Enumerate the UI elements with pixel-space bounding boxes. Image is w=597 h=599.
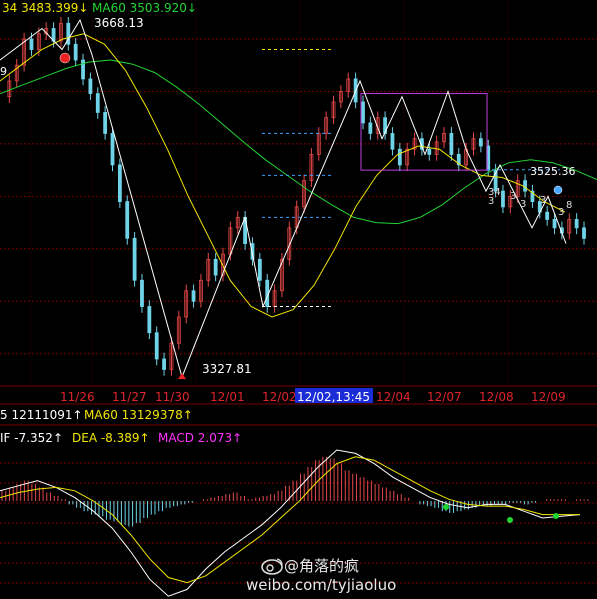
overlap-label: 3 — [540, 195, 546, 206]
candle-body — [126, 202, 129, 239]
macd-legend-macd: MACD 2.073↑ — [158, 431, 242, 445]
candle-body — [546, 212, 549, 219]
date-label: 11/27 — [112, 390, 147, 404]
overlap-label: 3 — [510, 191, 516, 202]
date-label: 12/09 — [531, 390, 566, 404]
date-label: 11/26 — [60, 390, 95, 404]
candle-body — [155, 333, 158, 359]
candle-body — [524, 181, 527, 191]
cross-marker-icon — [553, 513, 559, 519]
date-axis: 11/26 11/27 11/30 12/01 12/02 12/04 12/0… — [60, 388, 566, 404]
macd-legend-dif: IF -7.352↑ — [0, 431, 63, 445]
candle-body — [214, 259, 217, 275]
sell-marker-icon — [60, 53, 70, 63]
candle-body — [501, 191, 504, 207]
candle-body — [479, 139, 482, 146]
candle-body — [361, 102, 364, 123]
macd-legend-dea: DEA -8.389↑ — [72, 431, 150, 445]
candle-body — [118, 165, 121, 202]
watermark-handle: @角落的疯 — [284, 557, 359, 575]
candle-body — [30, 39, 33, 49]
candle-body — [369, 123, 372, 133]
volume-legend-ma60: MA60 13129378↑ — [84, 408, 193, 422]
date-label: 12/08 — [479, 390, 514, 404]
cross-marker-icon — [443, 504, 449, 510]
date-label: 12/01 — [210, 390, 245, 404]
volume-legend-ma5: 5 12111091↑ — [0, 408, 83, 422]
overlap-label: 3 — [520, 199, 526, 210]
watermark-url: weibo.com/tyjiaoluo — [246, 576, 396, 594]
candle-body — [398, 149, 401, 165]
candle-body — [192, 291, 195, 301]
left-partial-label: 9 — [0, 65, 7, 78]
candle-body — [74, 44, 77, 60]
candle-body — [111, 133, 114, 164]
overlap-label: 3 — [558, 207, 564, 218]
candle-body — [148, 307, 151, 333]
buy-marker-icon — [554, 186, 562, 194]
overlap-label: 8 — [566, 200, 572, 211]
candle-body — [140, 280, 143, 306]
candle-body — [428, 149, 431, 154]
candle-body — [104, 112, 107, 133]
candle-body — [89, 79, 92, 94]
candle-body — [553, 219, 556, 227]
candle-body — [450, 133, 453, 154]
date-label: 12/07 — [427, 390, 462, 404]
high-price-label: 3668.13 — [94, 16, 144, 30]
date-label: 11/30 — [155, 390, 190, 404]
candle-body — [258, 259, 261, 280]
candle-body — [96, 94, 99, 113]
candle-body — [133, 238, 136, 280]
top-legend-ma34: 34 3483.399↓ — [2, 1, 88, 15]
candle-body — [575, 219, 578, 227]
overlap-label: 3 — [488, 196, 494, 207]
candle-body — [163, 359, 166, 369]
crosshair-time-label: 12/02,13:45 — [297, 390, 370, 404]
top-legend-ma60: MA60 3503.920↓ — [92, 1, 197, 15]
cross-marker-icon — [507, 517, 513, 523]
candle-body — [583, 228, 586, 238]
date-label: 12/02 — [262, 390, 297, 404]
candle-body — [391, 133, 394, 149]
date-label: 12/04 — [376, 390, 411, 404]
low-price-label: 3327.81 — [202, 362, 252, 376]
marked-level-label: 3525.36 — [530, 165, 576, 178]
